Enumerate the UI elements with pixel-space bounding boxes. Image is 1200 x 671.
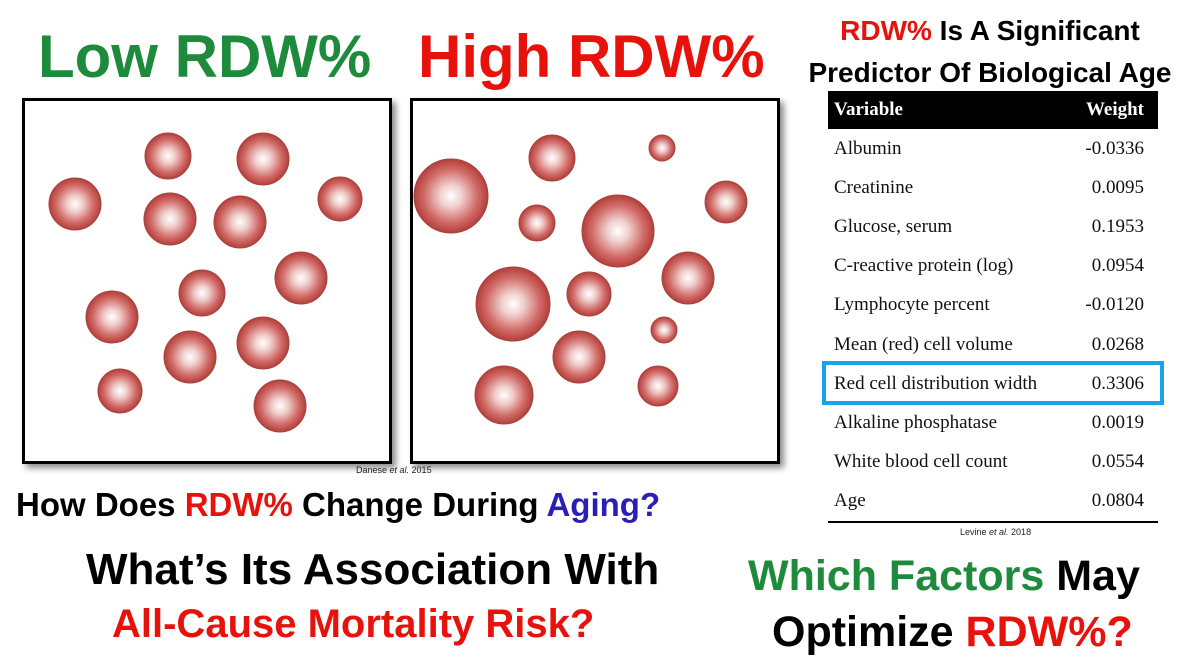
- citation-levine-name: Levine: [960, 527, 990, 537]
- table-cell-variable: Albumin: [834, 137, 902, 159]
- table-row: Creatinine 0.0095: [828, 168, 1158, 207]
- high-rdw-heading: High RDW%: [418, 23, 765, 90]
- red-blood-cell: [236, 316, 290, 370]
- table-row: Lymphocyte percent -0.0120: [828, 286, 1158, 325]
- red-blood-cell: [253, 379, 307, 433]
- citation-levine-year: 2018: [1008, 527, 1032, 537]
- table-cell-variable: Creatinine: [834, 176, 914, 198]
- question-association-line1: What’s Its Association With: [86, 545, 660, 594]
- table-cell-variable: Glucose, serum: [834, 215, 953, 237]
- table-cell-weight: -0.0336: [1085, 137, 1144, 159]
- table-row: Albumin -0.0336: [828, 129, 1158, 168]
- question-factors-line2: Optimize RDW%?: [772, 608, 1133, 657]
- table-cell-variable: Mean (red) cell volume: [834, 333, 1013, 355]
- red-blood-cell: [236, 132, 290, 186]
- red-blood-cell: [317, 176, 363, 222]
- question-factors-which: Which Factors: [748, 552, 1045, 600]
- question-factors-may: May: [1044, 552, 1140, 600]
- biological-age-weights-table: Variable Weight Albumin -0.0336 Creatinin…: [828, 91, 1158, 523]
- table-cell-weight: 0.0554: [1091, 451, 1144, 473]
- red-blood-cell: [552, 330, 606, 384]
- citation-levine-etal: et al.: [989, 527, 1009, 537]
- table-cell-variable: Age: [828, 481, 1070, 523]
- table-row: Mean (red) cell volume 0.0268: [828, 325, 1158, 364]
- predictor-title: RDW% Is A Significant Predictor Of Biolo…: [780, 10, 1200, 94]
- red-blood-cell: [704, 180, 748, 224]
- predictor-title-line1: RDW% Is A Significant: [780, 10, 1200, 52]
- table-header-weight: Weight: [1069, 91, 1158, 129]
- citation-danese-year: 2015: [409, 465, 432, 475]
- question-change-part1: How Does: [16, 486, 185, 523]
- question-association-line2: All-Cause Mortality Risk?: [112, 602, 595, 646]
- red-blood-cell: [413, 158, 489, 234]
- table-cell-weight: 0.0268: [1091, 333, 1144, 355]
- red-blood-cell: [163, 330, 217, 384]
- high-rdw-cells-illustration: [413, 134, 748, 425]
- question-rdw-change-aging: How Does RDW% Change During Aging?: [16, 486, 660, 524]
- predictor-title-rdw: RDW%: [840, 15, 932, 46]
- table-row: C-reactive protein (log) 0.0954: [828, 247, 1158, 286]
- low-rdw-cell-panel: [22, 98, 392, 464]
- question-change-rdw: RDW%: [184, 486, 293, 523]
- question-change-part3: Change During: [292, 486, 547, 523]
- predictor-title-line2: Predictor Of Biological Age: [808, 57, 1172, 88]
- red-blood-cell: [85, 290, 139, 344]
- table-row: Alkaline phosphatase 0.0019: [828, 403, 1158, 442]
- low-rdw-cells-illustration: [48, 132, 363, 433]
- question-change-aging: Aging?: [546, 486, 661, 523]
- red-blood-cell: [528, 134, 576, 182]
- red-blood-cell: [97, 368, 143, 414]
- table-cell-variable: Red cell distribution width: [834, 372, 1038, 394]
- citation-danese: Danese et al. 2015: [356, 465, 432, 475]
- table-cell-variable: Lymphocyte percent: [834, 294, 990, 316]
- red-blood-cell: [213, 195, 267, 249]
- red-blood-cell: [648, 134, 676, 162]
- table-cell-weight: 0.0954: [1091, 255, 1144, 277]
- table-cell-weight: -0.0120: [1085, 294, 1144, 316]
- table-row: Glucose, serum 0.1953: [828, 207, 1158, 246]
- table-header-row: Variable Weight: [828, 91, 1158, 129]
- table-row: White blood cell count 0.0554: [828, 443, 1158, 482]
- red-blood-cell: [650, 316, 678, 344]
- table-cell-weight: 0.0804: [1069, 481, 1158, 523]
- red-blood-cell: [518, 204, 556, 242]
- red-blood-cell: [178, 269, 226, 317]
- table-cell-weight: 0.1953: [1091, 215, 1144, 237]
- table-cell-weight: 0.0019: [1091, 411, 1144, 433]
- red-blood-cell: [143, 192, 197, 246]
- high-rdw-cell-panel: [410, 98, 780, 464]
- table-row: Age 0.0804: [828, 481, 1158, 523]
- red-blood-cell: [48, 177, 102, 231]
- table-cell-variable: White blood cell count: [834, 451, 1008, 473]
- red-blood-cell: [637, 365, 679, 407]
- table-cell-weight: 0.3306: [1091, 372, 1144, 394]
- table-cell-weight: 0.0095: [1091, 176, 1144, 198]
- citation-levine: Levine et al. 2018: [960, 527, 1031, 537]
- red-blood-cell: [581, 194, 655, 268]
- table-row-highlighted: Red cell distribution width 0.3306: [828, 364, 1158, 403]
- red-blood-cell: [475, 266, 551, 342]
- table-cell-variable: Alkaline phosphatase: [834, 411, 998, 433]
- question-factors-line1: Which Factors May: [748, 552, 1140, 601]
- red-blood-cell: [144, 132, 192, 180]
- red-blood-cell: [566, 271, 612, 317]
- table-cell-variable: C-reactive protein (log): [834, 255, 1014, 277]
- citation-danese-name: Danese: [356, 465, 390, 475]
- question-factors-optimize: Optimize: [772, 608, 966, 656]
- citation-danese-etal: et al.: [389, 465, 410, 475]
- predictor-title-line1-rest: Is A Significant: [931, 15, 1140, 46]
- red-blood-cell: [274, 251, 328, 305]
- question-factors-rdw: RDW%?: [965, 608, 1133, 656]
- low-rdw-heading: Low RDW%: [38, 23, 372, 90]
- red-blood-cell: [661, 251, 715, 305]
- red-blood-cell: [474, 365, 534, 425]
- table-header-variable: Variable: [828, 91, 1070, 129]
